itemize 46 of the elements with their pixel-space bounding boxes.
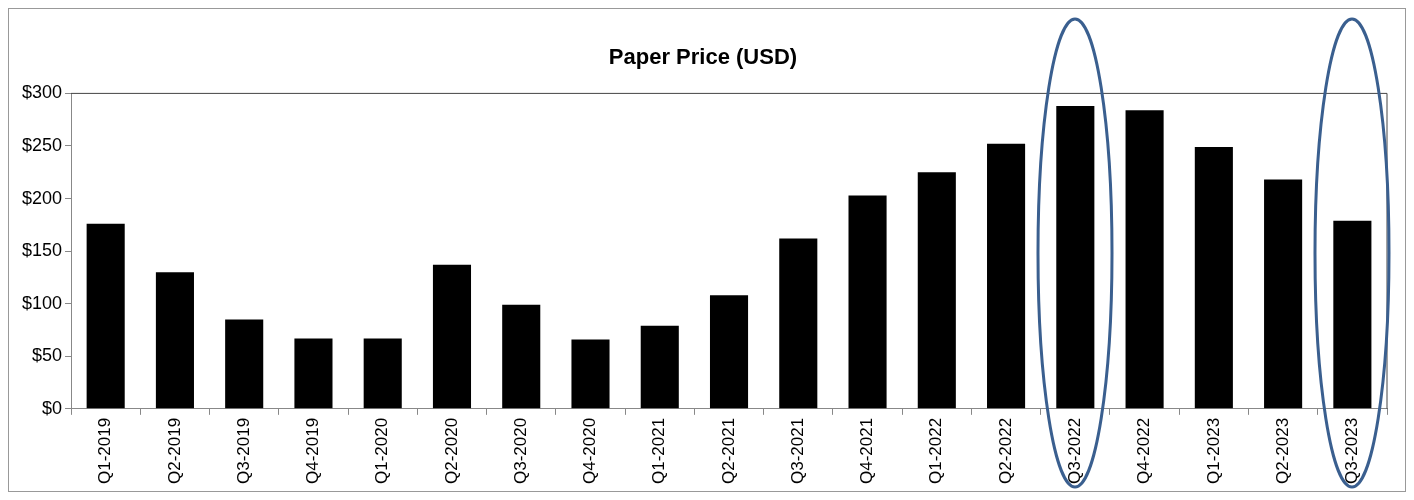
x-tick-label: Q1-2021	[649, 417, 669, 485]
bar	[1264, 179, 1303, 409]
x-tick-label: Q3-2020	[510, 417, 530, 485]
bar	[432, 264, 472, 409]
x-tick-label: Q3-2019	[233, 417, 253, 485]
x-tick-label: Q1-2019	[95, 417, 115, 485]
y-tick-label: $250	[22, 134, 63, 155]
bar	[1125, 110, 1164, 409]
bar	[640, 325, 679, 409]
x-tick-label: Q2-2020	[441, 417, 461, 485]
x-tick-label: Q2-2023	[1272, 417, 1292, 485]
x-tick-label: Q2-2021	[718, 417, 738, 485]
x-tick-label: Q1-2020	[372, 417, 392, 485]
x-tick-label: Q1-2022	[926, 417, 946, 485]
bar	[571, 339, 610, 409]
y-tick-label: $150	[22, 240, 63, 261]
bar	[363, 338, 402, 409]
x-tick-label: Q3-2021	[787, 417, 807, 485]
x-tick-label: Q3-2022	[1065, 417, 1085, 485]
x-tick-label: Q2-2019	[164, 417, 184, 485]
x-tick-label: Q4-2022	[1134, 417, 1154, 485]
bar	[709, 295, 749, 409]
bar	[86, 223, 125, 409]
bar	[848, 195, 887, 409]
y-tick-label: $300	[22, 82, 63, 103]
bar	[225, 319, 264, 409]
bar	[294, 338, 333, 409]
y-tick-label: $0	[42, 397, 63, 418]
bar	[502, 304, 541, 409]
x-tick-label: Q3-2023	[1342, 417, 1362, 485]
y-tick-label: $50	[32, 345, 63, 366]
bar	[155, 272, 194, 409]
x-tick-label: Q4-2020	[580, 417, 600, 485]
bar	[917, 172, 956, 409]
x-tick-label: Q4-2021	[857, 417, 877, 485]
bar	[779, 238, 818, 409]
bar	[1194, 147, 1233, 409]
x-tick-label: Q4-2019	[303, 417, 323, 485]
bar	[987, 143, 1026, 409]
x-tick-label: Q1-2023	[1203, 417, 1223, 485]
x-tick-label: Q2-2022	[995, 417, 1015, 485]
bar	[1056, 106, 1095, 409]
y-tick-label: $100	[22, 292, 63, 313]
bar	[1333, 220, 1372, 409]
y-tick-label: $200	[22, 187, 63, 208]
chart-title: Paper Price (USD)	[608, 44, 798, 70]
